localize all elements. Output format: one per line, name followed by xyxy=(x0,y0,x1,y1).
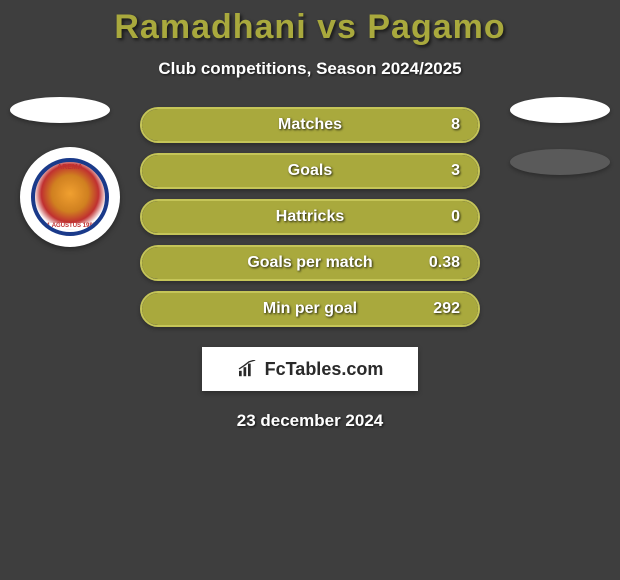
stat-label: Min per goal xyxy=(263,300,357,318)
right-ellipse-1-placeholder xyxy=(510,97,610,123)
stat-value: 8 xyxy=(451,116,460,134)
stat-bar-goals-per-match: Goals per match 0.38 xyxy=(140,245,480,281)
stat-bar-hattricks: Hattricks 0 xyxy=(140,199,480,235)
stat-value: 292 xyxy=(433,300,460,318)
chart-icon xyxy=(237,360,259,378)
stat-label: Matches xyxy=(278,116,342,134)
right-ellipse-2-placeholder xyxy=(510,149,610,175)
logo-text: FcTables.com xyxy=(265,359,384,380)
stat-label: Goals xyxy=(288,162,332,180)
club-badge-inner: AREMA 11 AGUSTUS 1987 xyxy=(31,158,109,236)
main-container: Ramadhani vs Pagamo Club competitions, S… xyxy=(0,0,620,431)
logo-box: FcTables.com xyxy=(202,347,418,391)
badge-bottom-text: 11 AGUSTUS 1987 xyxy=(40,223,100,229)
stat-value: 0 xyxy=(451,208,460,226)
stat-bar-goals: Goals 3 xyxy=(140,153,480,189)
date-text: 23 december 2024 xyxy=(0,411,620,431)
stat-label: Hattricks xyxy=(276,208,344,226)
stats-area: AREMA 11 AGUSTUS 1987 Matches 8 Goals 3 … xyxy=(0,107,620,431)
stats-bars: Matches 8 Goals 3 Hattricks 0 Goals per … xyxy=(140,107,480,327)
stat-value: 0.38 xyxy=(429,254,460,272)
badge-top-text: AREMA xyxy=(57,164,83,171)
stat-bar-min-per-goal: Min per goal 292 xyxy=(140,291,480,327)
stat-value: 3 xyxy=(451,162,460,180)
stat-label: Goals per match xyxy=(247,254,372,272)
stat-bar-matches: Matches 8 xyxy=(140,107,480,143)
subtitle: Club competitions, Season 2024/2025 xyxy=(0,59,620,79)
page-title: Ramadhani vs Pagamo xyxy=(0,8,620,47)
club-badge: AREMA 11 AGUSTUS 1987 xyxy=(20,147,120,247)
left-ellipse-placeholder xyxy=(10,97,110,123)
